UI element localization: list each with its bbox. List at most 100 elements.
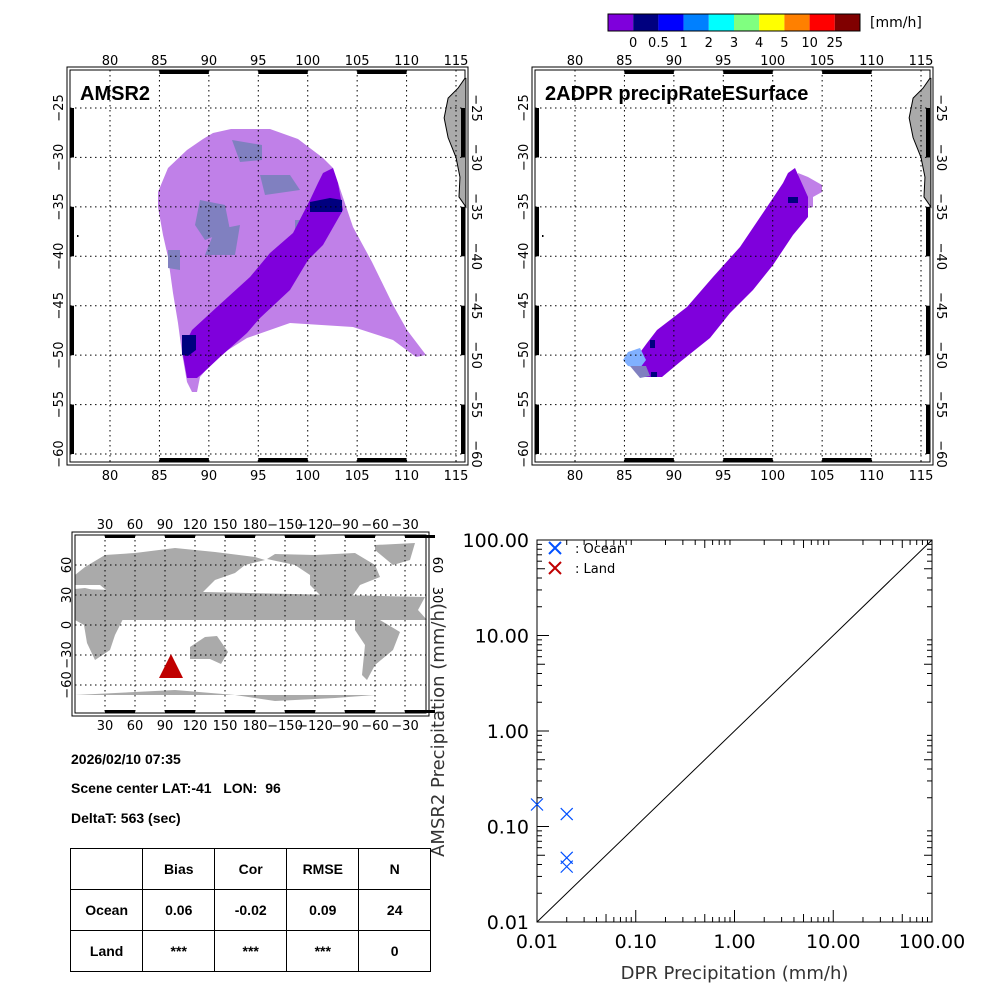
lon-tick-label-top: 85 [616, 54, 633, 69]
colorbar: 0 0.5 1 2 3 4 5 10 25 [607, 13, 861, 51]
one-to-one-line [536, 539, 933, 923]
axis-bar [535, 108, 539, 158]
axis-bar [535, 404, 539, 455]
lat-tick-label-left: −30 [52, 144, 67, 171]
lat-tick-label-left: −45 [52, 292, 67, 319]
deltat-text: DeltaT: 563 (sec) [71, 810, 181, 826]
axis-bar [926, 305, 930, 356]
table-cell: Ocean [69, 889, 144, 931]
table-cell: 24 [358, 889, 431, 931]
lon-tick-label-top: −30 [391, 518, 418, 533]
colorbar-swatch [633, 14, 659, 31]
lon-tick-label-top: 100 [295, 54, 320, 69]
axis-bar [405, 710, 435, 713]
lon-tick-label-bottom: 95 [250, 469, 267, 484]
lon-tick-label-bottom: 180 [243, 719, 268, 734]
axis-bar [345, 535, 375, 538]
lat-tick-label-right: −60 [933, 440, 948, 467]
colorbar-swatch [734, 14, 760, 31]
lon-tick-label-bottom: 105 [345, 469, 370, 484]
lat-tick-label-left: 30 [60, 587, 75, 604]
axis-bar [535, 206, 539, 257]
lat-tick-label-left: −30 [517, 144, 532, 171]
lon-tick-label-bottom: 105 [810, 469, 835, 484]
colorbar-label: 2 [705, 36, 713, 51]
axis-bar [723, 458, 773, 462]
lon-tick-label-top: 80 [102, 54, 119, 69]
lat-tick-label-left: −55 [517, 391, 532, 418]
legend-marker-0 [548, 541, 562, 555]
lon-tick-label-bottom: −90 [331, 719, 358, 734]
colorbar-label: 0.5 [648, 36, 669, 51]
lat-tick-label-left: −35 [517, 193, 532, 220]
axis-bar [723, 70, 773, 74]
lat-tick-label-right: 60 [429, 557, 444, 574]
y-axis-label: AMSR2 Precipitation (mm/h) [428, 603, 449, 857]
colorbar-swatch [608, 14, 634, 31]
lat-tick-label-left: 60 [60, 557, 75, 574]
lon-tick-label-top: 105 [810, 54, 835, 69]
axis-bar [70, 206, 74, 257]
table-header-cell [69, 848, 144, 890]
lat-tick-label-left: −25 [52, 94, 67, 121]
lat-tick-label-right: −50 [933, 341, 948, 368]
colorbar-label: 4 [755, 36, 763, 51]
lat-tick-label-left: 0 [60, 621, 75, 629]
axis-bar [105, 710, 135, 713]
lon-tick-label-bottom: −30 [391, 719, 418, 734]
lon-tick-label-bottom: 90 [666, 469, 683, 484]
colorbar-swatch [759, 14, 785, 31]
lon-tick-label-top: 120 [183, 518, 208, 533]
colorbar-swatch [809, 14, 835, 31]
lat-tick-label-left: −50 [52, 341, 67, 368]
lon-tick-label-top: 115 [444, 54, 469, 69]
lon-tick-label-bottom: 150 [213, 719, 238, 734]
axis-bar [225, 535, 255, 538]
lon-tick-label-top: 95 [250, 54, 267, 69]
lon-tick-label-top: 90 [666, 54, 683, 69]
axis-bar [405, 535, 435, 538]
lon-tick-label-top: 180 [243, 518, 268, 533]
x-tick-label: 10.00 [806, 931, 860, 953]
lon-tick-label-bottom: 90 [201, 469, 218, 484]
world-location-map: 303060609090120120150150180180−150−150−1… [60, 518, 444, 734]
x-tick-label: 0.01 [516, 931, 558, 953]
x-axis-label: DPR Precipitation (mm/h) [621, 963, 849, 984]
axis-bar [70, 404, 74, 455]
stats-table: Bias Cor RMSE N Ocean 0.06 -0.02 0.09 24… [69, 848, 431, 972]
lat-tick-label-right: −45 [933, 292, 948, 319]
lon-tick-label-top: 90 [157, 518, 174, 533]
axis-bar [70, 305, 74, 356]
data-point-ocean [530, 798, 544, 811]
lat-tick-label-right: −50 [468, 341, 483, 368]
island-dot [77, 235, 79, 237]
land-eurasia [75, 548, 265, 620]
lon-tick-label-bottom: −120 [297, 719, 333, 734]
lon-tick-label-bottom: 85 [151, 469, 168, 484]
amsr2-heavy-cell [310, 198, 342, 212]
lat-tick-label-right: −35 [933, 193, 948, 220]
dpr-heavy-cell [788, 197, 798, 203]
lon-tick-label-bottom: 60 [127, 719, 144, 734]
x-tick-label: 1.00 [713, 931, 755, 953]
colorbar-label: 25 [827, 36, 844, 51]
data-point-ocean [560, 807, 574, 821]
axis-bar [105, 535, 135, 538]
axis-bar [624, 458, 674, 462]
scatter-plot: 0.01 0.10 1.00 10.00 100.00 0.01 0.10 1.00 10.00… [428, 530, 965, 984]
lat-tick-label-right: −55 [468, 391, 483, 418]
lat-tick-label-left: −35 [52, 193, 67, 220]
axis-bar [461, 404, 465, 455]
lat-tick-label-left: −55 [52, 391, 67, 418]
lon-tick-label-bottom: 110 [859, 469, 884, 484]
legend-label: : Land [575, 562, 615, 577]
lon-tick-label-top: 115 [909, 54, 934, 69]
lat-tick-label-left: −45 [517, 292, 532, 319]
axis-bar [822, 70, 872, 74]
lon-tick-label-bottom: 85 [616, 469, 633, 484]
lon-tick-label-bottom: −150 [267, 719, 303, 734]
scene-location-marker [159, 654, 183, 678]
lon-tick-label-top: −60 [361, 518, 388, 533]
lat-tick-label-right: −30 [933, 144, 948, 171]
